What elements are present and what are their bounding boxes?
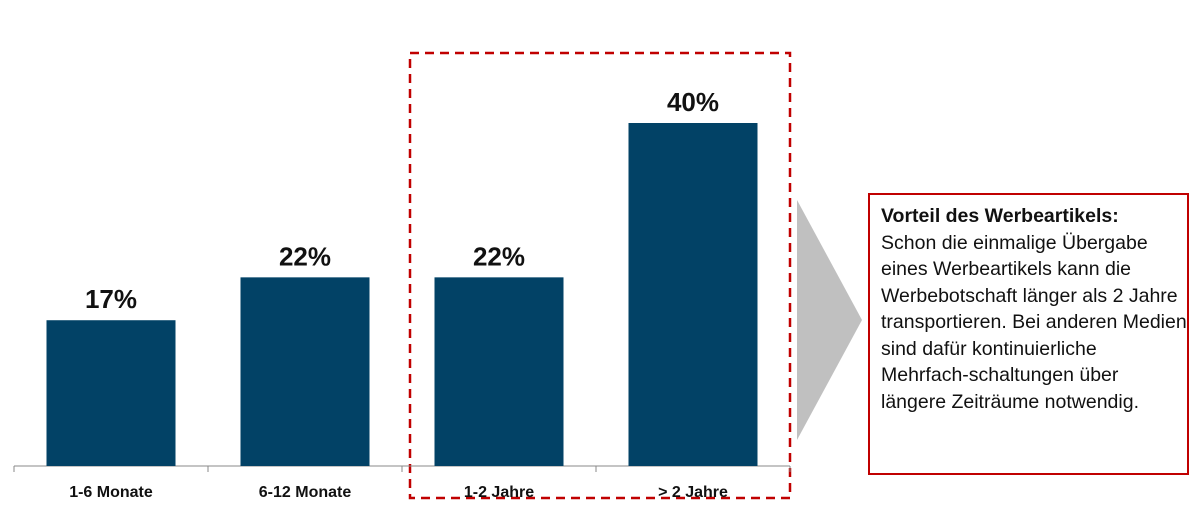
bar: [46, 320, 176, 466]
x-tick-label: 1-6 Monate: [69, 484, 153, 501]
callout-text: Schon die einmalige Übergabe eines Werbe…: [881, 231, 1187, 413]
data-label: 22%: [279, 241, 331, 271]
arrow-shape: [797, 200, 862, 440]
data-label: 40%: [667, 87, 719, 117]
callout-title: Vorteil des Werbeartikels:: [881, 205, 1119, 227]
x-tick-label: 6-12 Monate: [259, 484, 352, 501]
x-tick-label: 1-2 Jahre: [464, 484, 534, 501]
data-label: 22%: [473, 241, 525, 271]
callout-box: Vorteil des Werbeartikels: Schon die ein…: [868, 193, 1189, 475]
x-tick-label: > 2 Jahre: [658, 484, 728, 501]
bar: [628, 123, 758, 466]
bar: [434, 277, 564, 466]
data-label: 17%: [85, 284, 137, 314]
highlight-box: [408, 51, 792, 500]
bar: [240, 277, 370, 466]
